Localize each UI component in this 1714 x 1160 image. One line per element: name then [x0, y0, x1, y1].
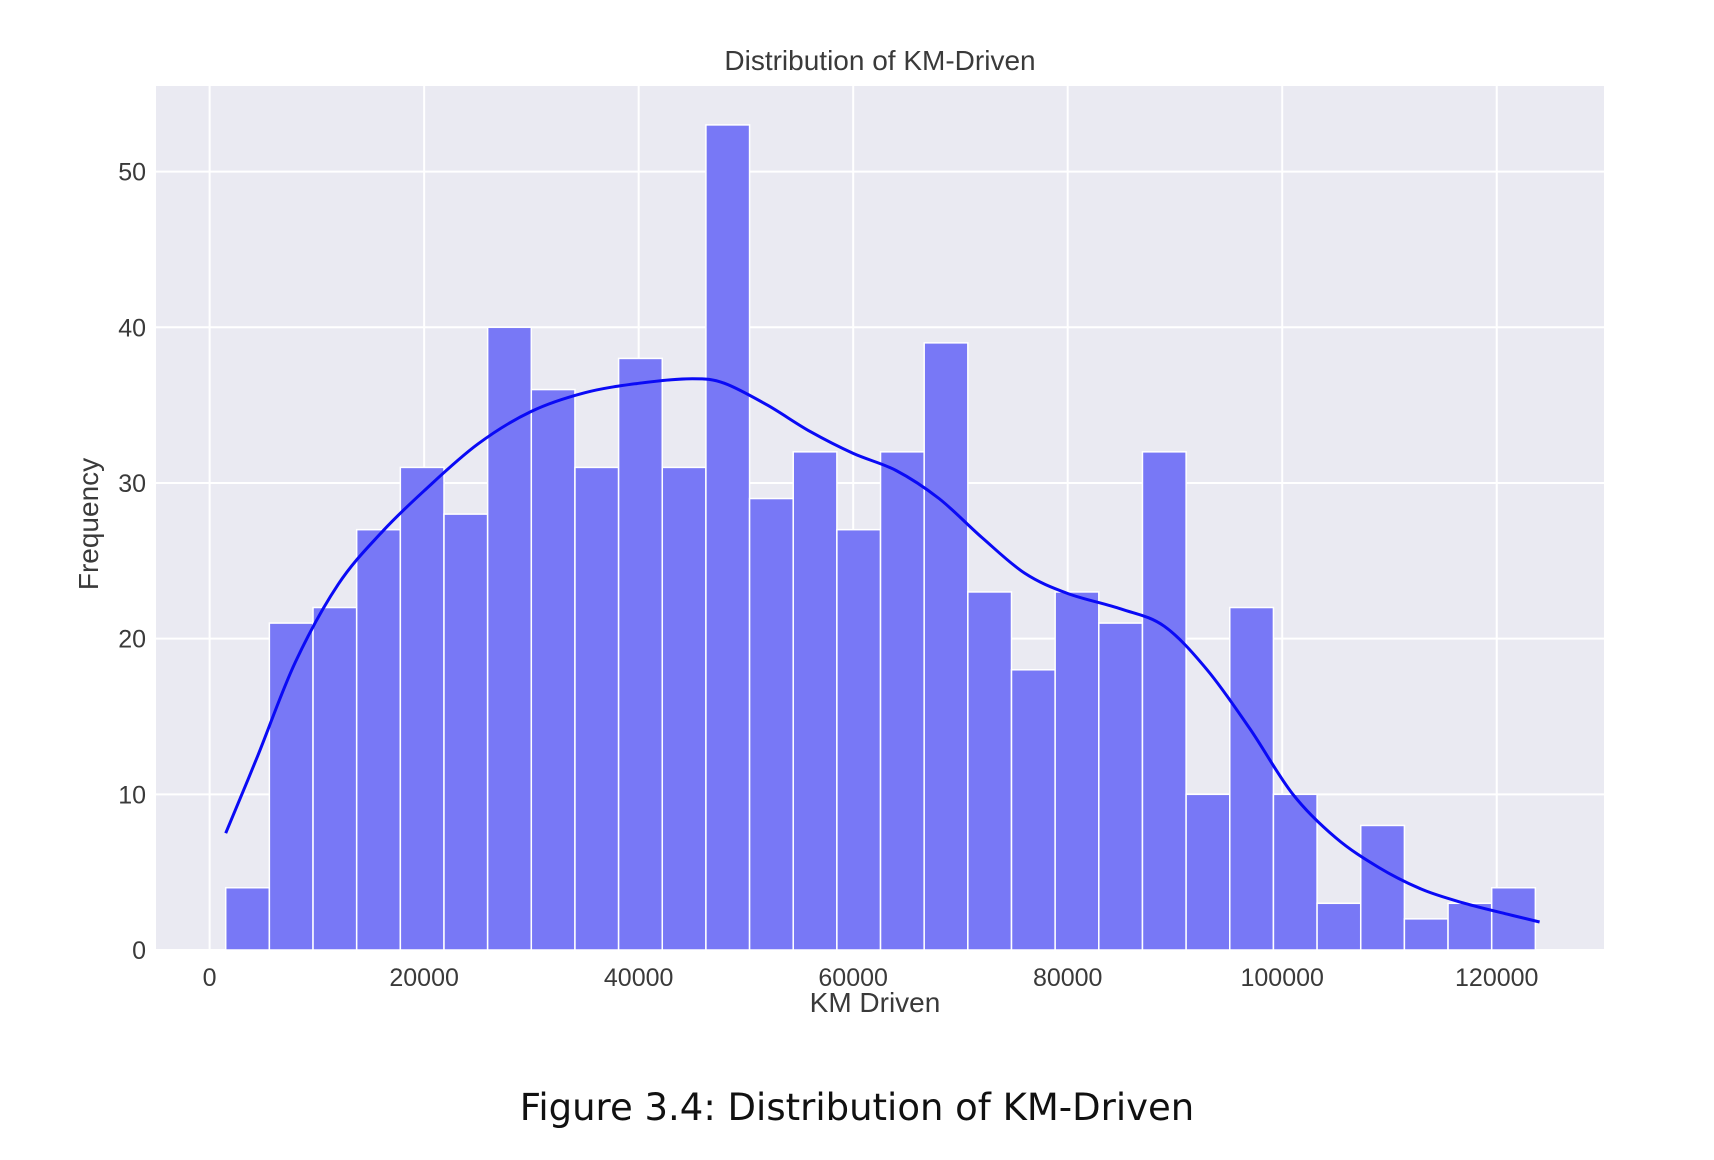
histogram-bar: [530, 388, 576, 951]
histogram-bar: [1359, 824, 1406, 951]
y-tick-label: 0: [132, 937, 146, 965]
x-axis-label: KM Driven: [810, 987, 941, 1018]
histogram-bar: [486, 326, 533, 951]
tick-labels: 0 20000 40000 60000 80000 100000 120000 0 10 20 30…: [118, 159, 1538, 992]
histogram-bar: [967, 591, 1013, 951]
histogram-bar: [923, 342, 969, 951]
y-tick-label: 10: [118, 781, 146, 809]
histogram-bar: [836, 528, 882, 951]
histogram-bar: [268, 622, 314, 951]
histogram-bar: [1272, 793, 1318, 951]
figure-caption: Figure 3.4: Distribution of KM-Driven: [519, 1086, 1195, 1129]
histogram-bar: [1447, 902, 1493, 951]
chart-title: Distribution of KM-Driven: [724, 45, 1035, 76]
histogram-bar: [1185, 793, 1231, 951]
y-tick-label: 40: [118, 314, 146, 342]
chart-canvas: 0 20000 40000 60000 80000 100000 120000 0 10 20 30…: [73, 45, 1604, 1018]
histogram-bar: [792, 451, 838, 951]
histogram-bar: [705, 124, 751, 951]
kde-curve: [224, 377, 1540, 924]
y-tick-label: 50: [118, 159, 146, 187]
histogram-bar: [1316, 902, 1362, 951]
histogram-bar: [1054, 591, 1100, 951]
x-tick-label: 20000: [389, 964, 459, 992]
histogram-bar: [617, 357, 664, 951]
x-tick-label: 40000: [604, 964, 674, 992]
histogram-bars: [224, 124, 1537, 951]
y-axis-label: Frequency: [73, 458, 104, 590]
histogram-bar: [1098, 622, 1144, 951]
histogram-bar: [879, 451, 925, 951]
histogram-bar: [399, 466, 445, 951]
histogram-bar: [443, 513, 489, 951]
x-tick-label: 0: [203, 964, 217, 992]
x-tick-label: 100000: [1241, 964, 1324, 992]
histogram-bar: [748, 497, 794, 951]
x-tick-label: 120000: [1455, 964, 1538, 992]
x-tick-label: 60000: [818, 964, 888, 992]
y-tick-label: 20: [118, 626, 146, 654]
histogram-bar: [355, 528, 402, 951]
histogram-bar: [1141, 451, 1187, 951]
histogram-bar: [1229, 606, 1275, 951]
histogram-bar: [661, 466, 707, 951]
y-tick-label: 30: [118, 470, 146, 498]
histogram-bar: [312, 606, 358, 951]
histogram-bar: [1403, 918, 1449, 951]
histogram-bar: [574, 466, 620, 951]
histogram-bar: [224, 886, 271, 951]
histogram-bar: [1010, 669, 1056, 951]
x-tick-label: 80000: [1033, 964, 1103, 992]
